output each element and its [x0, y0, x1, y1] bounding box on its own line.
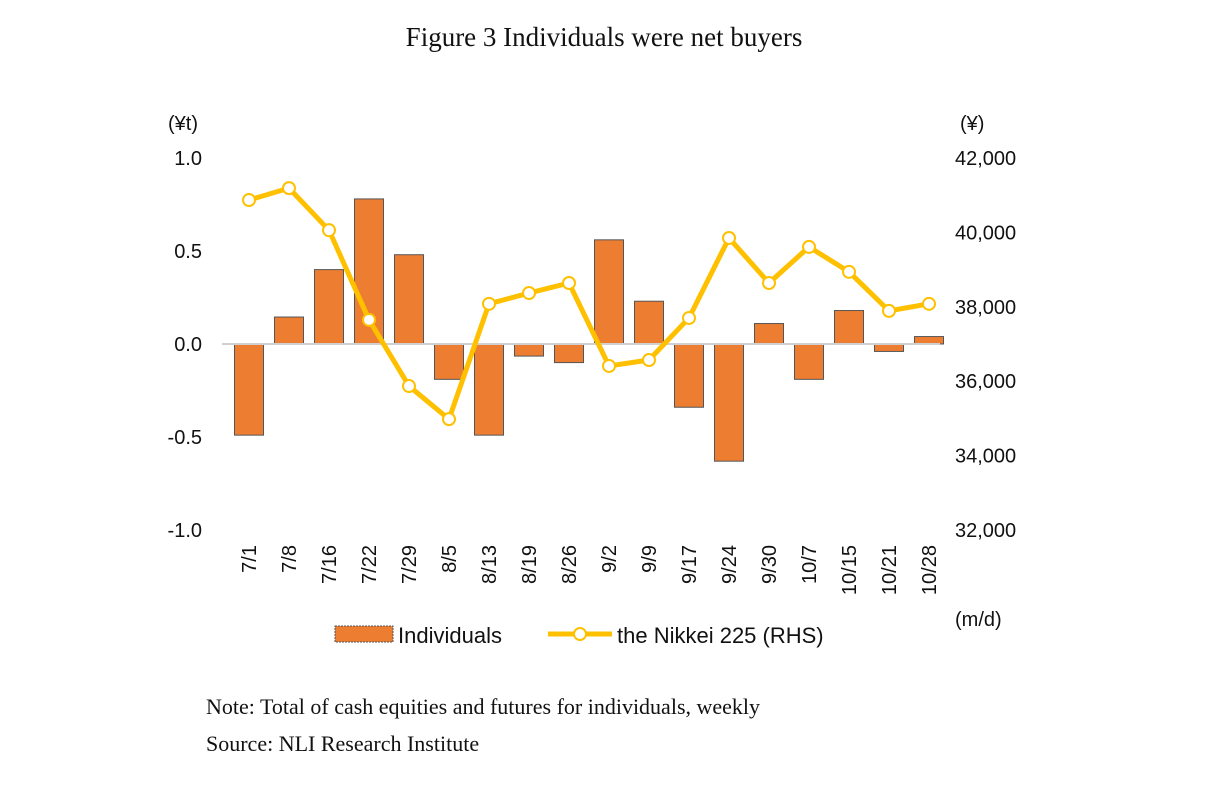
nikkei-point-9/2: [602, 358, 616, 373]
chart-source: Source: NLI Research Institute: [206, 731, 480, 756]
chart-title: Figure 3 Individuals were net buyers: [405, 22, 803, 52]
x-tick-label: 10/7: [799, 545, 821, 584]
nikkei-point-10/21: [882, 303, 896, 318]
nikkei-point-7/8: [282, 181, 296, 196]
x-tick-label: 7/29: [399, 545, 421, 584]
bar-10/15: [834, 310, 864, 345]
chart-note: Note: Total of cash equities and futures…: [206, 694, 761, 719]
bar-9/2: [594, 239, 624, 345]
x-tick-label: 9/2: [599, 545, 621, 573]
bar-10/28: [914, 336, 944, 345]
nikkei-point-7/16: [322, 223, 336, 238]
left-axis-unit: (¥t): [168, 113, 198, 135]
nikkei-point-7/22: [362, 312, 376, 327]
bar-9/9: [634, 300, 664, 345]
bar-7/16: [314, 269, 344, 345]
right-axis-unit: (¥): [960, 113, 984, 135]
left-y-tick-label: 1.0: [174, 148, 202, 170]
bar-8/5: [434, 343, 464, 380]
left-y-tick-label: -0.5: [168, 427, 202, 449]
bar-9/17: [674, 343, 704, 408]
x-axis-unit: (m/d): [955, 609, 1002, 631]
x-tick-label: 7/8: [279, 545, 301, 573]
x-tick-label: 8/5: [439, 545, 461, 573]
legend-bar-swatch: [334, 625, 394, 643]
x-tick-label: 7/22: [359, 545, 381, 584]
nikkei-point-8/19: [522, 286, 536, 301]
nikkei-point-10/15: [842, 264, 856, 279]
right-y-tick-label: 34,000: [955, 446, 1016, 468]
right-y-tick-label: 40,000: [955, 222, 1016, 244]
nikkei-point-8/26: [562, 275, 576, 290]
bar-8/13: [474, 343, 504, 436]
right-y-tick-label: 38,000: [955, 297, 1016, 319]
bar-7/29: [394, 254, 424, 345]
bar-7/1: [234, 343, 264, 436]
legend-label-individuals: Individuals: [398, 623, 502, 648]
x-tick-label: 10/15: [839, 545, 861, 595]
bar-10/21: [874, 343, 904, 352]
nikkei-point-9/30: [762, 275, 776, 290]
nikkei-point-10/28: [922, 296, 936, 311]
nikkei-point-8/5: [442, 412, 456, 427]
x-tick-label: 8/26: [559, 545, 581, 584]
nikkei-line: [248, 185, 930, 422]
x-tick-label: 9/24: [719, 545, 741, 584]
nikkei-point-9/17: [682, 310, 696, 325]
bar-10/7: [794, 343, 824, 380]
left-y-tick-label: -1.0: [168, 520, 202, 542]
legend-label-nikkei: the Nikkei 225 (RHS): [617, 623, 824, 648]
x-tick-label: 9/17: [679, 545, 701, 584]
right-y-tick-label: 36,000: [955, 371, 1016, 393]
legend-line-marker: [573, 627, 587, 641]
left-y-tick-label: 0.0: [174, 334, 202, 356]
right-y-tick-label: 32,000: [955, 520, 1016, 542]
x-tick-label: 8/13: [479, 545, 501, 584]
nikkei-point-7/29: [402, 379, 416, 394]
bar-8/19: [514, 343, 544, 357]
bar-9/24: [714, 343, 744, 462]
x-tick-label: 9/30: [759, 545, 781, 584]
right-y-tick-label: 42,000: [955, 148, 1016, 170]
x-tick-label: 7/16: [319, 545, 341, 584]
nikkei-point-9/24: [722, 230, 736, 245]
nikkei-point-9/9: [642, 352, 656, 367]
x-tick-label: 7/1: [239, 545, 261, 573]
x-tick-label: 8/19: [519, 545, 541, 584]
x-tick-label: 9/9: [639, 545, 661, 573]
nikkei-point-7/1: [242, 193, 256, 208]
x-tick-label: 10/28: [919, 545, 941, 595]
nikkei-point-8/13: [482, 296, 496, 311]
left-y-tick-label: 0.5: [174, 241, 202, 263]
bar-7/8: [274, 316, 304, 345]
bar-8/26: [554, 343, 584, 364]
nikkei-point-10/7: [802, 239, 816, 254]
x-tick-label: 10/21: [879, 545, 901, 595]
chart: (¥t) (¥) (m/d) 1.0 0.5 0.0 -0.5 -1.0 42,000 40…: [168, 113, 1017, 648]
legend: Individuals the Nikkei 225 (RHS): [334, 623, 824, 648]
bar-9/30: [754, 323, 784, 345]
